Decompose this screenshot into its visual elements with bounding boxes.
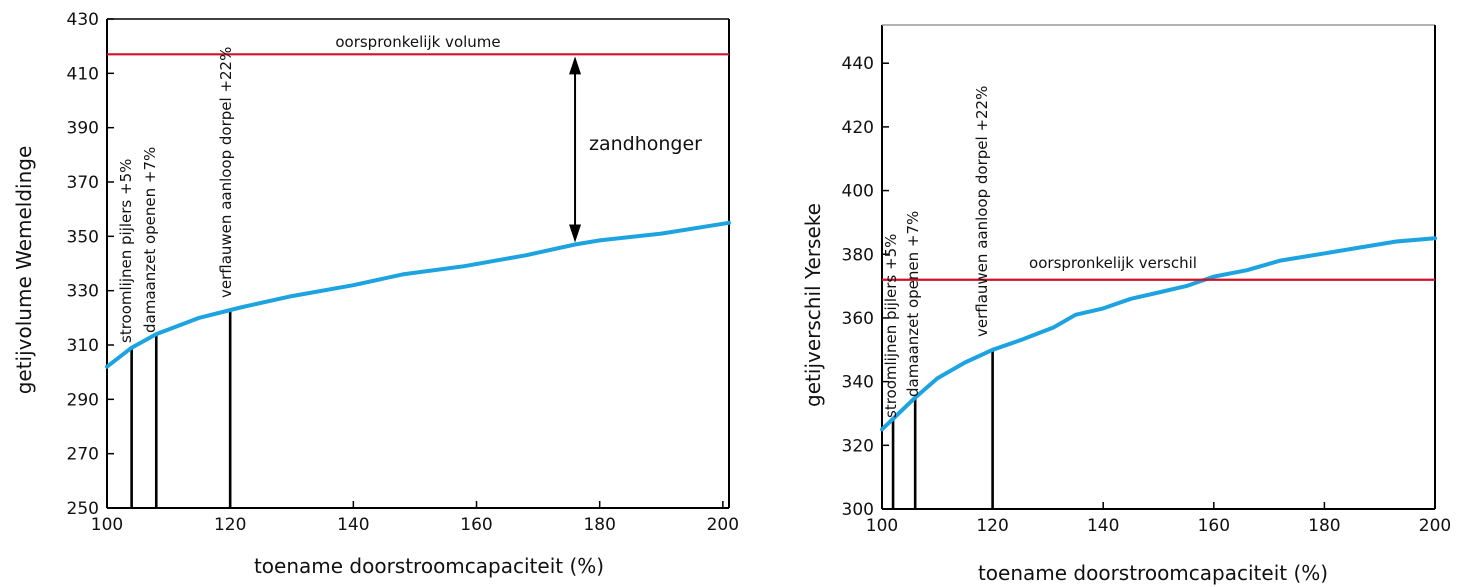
y-tick-label: 440 [842,54,874,74]
arrow-head-up-icon [569,56,582,75]
x-tick-label: 100 [91,515,123,535]
y-tick-label: 290 [67,390,99,410]
chart-right-series-line [880,236,1437,432]
x-tick-label: 120 [214,515,246,535]
arrow-head-down-icon [569,224,582,243]
chart-left-annotation-markers [130,310,232,508]
chart-left-arrow [569,56,582,243]
x-tick-label: 200 [1419,516,1451,536]
x-tick-label: 180 [583,515,615,535]
y-tick-label: 330 [67,282,99,302]
chart-left: 250 270 290 310 330 350 370 390 410 430 100 120 140… [12,10,739,578]
chart-left-annotation-label: stroomlijnen pijlers +5% [117,159,135,343]
chart-right-frame [881,24,1436,510]
chart-left-annotation-label: verflauwen aanloop dorpel +22% [217,47,235,298]
chart-left-x-ticks: 100 120 140 160 180 200 [91,501,739,535]
chart-left-y-axis-label: getijvolume Wemeldinge [12,146,36,395]
y-tick-label: 320 [842,436,874,456]
x-tick-label: 140 [1087,516,1119,536]
chart-left-reference-label: oorspronkelijk volume [335,33,500,51]
chart-left-frame [106,18,730,509]
y-tick-label: 250 [67,499,99,519]
chart-left-x-axis-label: toename doorstroomcapaciteit (%) [254,554,604,578]
chart-right-y-ticks: 300 320 340 360 380 400 420 440 [842,54,889,520]
chart-right-annotation-label: damaanzet openen +7% [904,211,922,397]
y-tick-label: 350 [67,227,99,247]
x-tick-label: 140 [337,515,369,535]
y-tick-label: 400 [842,182,874,202]
y-tick-label: 370 [67,173,99,193]
x-tick-label: 200 [707,515,739,535]
chart-right-y-axis-label: getijverschil Yerseke [801,203,825,407]
x-tick-label: 120 [976,516,1008,536]
y-tick-label: 380 [842,245,874,265]
y-tick-label: 420 [842,118,874,138]
y-tick-label: 430 [67,10,99,30]
y-tick-label: 340 [842,373,874,393]
x-tick-label: 100 [866,516,898,536]
chart-right-annotation-label: verflauwen aanloop dorpel +22% [973,86,991,337]
y-tick-label: 270 [67,445,99,465]
y-tick-label: 300 [842,500,874,520]
chart-left-arrow-label: zandhonger [589,133,702,155]
y-tick-label: 310 [67,336,99,356]
y-tick-label: 360 [842,309,874,329]
x-tick-label: 160 [460,515,492,535]
y-tick-label: 410 [67,64,99,84]
chart-right-annotation-label: stroomlijnen pijlers +5% [882,234,900,418]
x-tick-label: 160 [1198,516,1230,536]
chart-right-x-axis-label: toename doorstroomcapaciteit (%) [978,561,1328,585]
chart-left-series-line [105,220,731,369]
chart-right-annotation-markers [891,349,994,509]
y-tick-label: 390 [67,119,99,139]
x-tick-label: 180 [1308,516,1340,536]
chart-right-reference-label: oorspronkelijk verschil [1029,254,1197,272]
chart-left-annotation-label: damaanzet openen +7% [141,147,159,333]
chart-left-y-ticks: 250 270 290 310 330 350 370 390 410 430 [67,10,114,519]
chart-right: 300 320 340 360 380 400 420 440 100 120 140 160 180… [801,24,1451,585]
chart-right-x-ticks: 100 120 140 160 180 200 [866,502,1451,536]
